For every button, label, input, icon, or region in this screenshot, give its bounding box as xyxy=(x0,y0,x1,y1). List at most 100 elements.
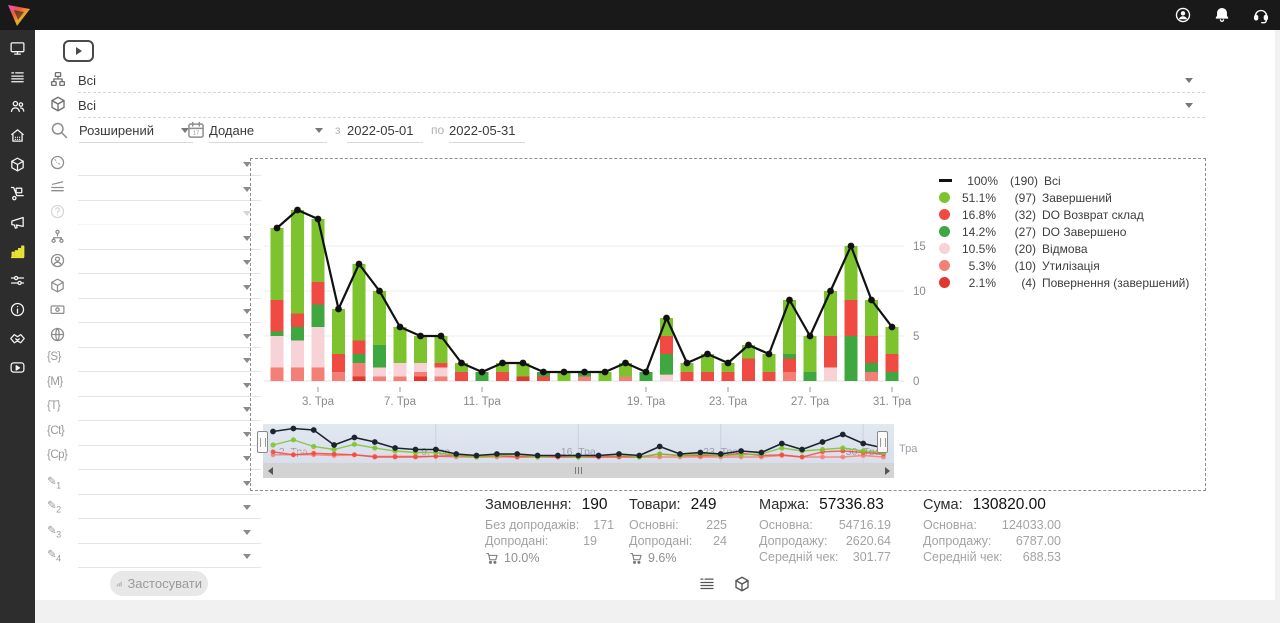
filter-row-help[interactable] xyxy=(50,200,261,225)
sidebar-item-dashboard[interactable] xyxy=(0,34,35,63)
custom-2-glyph: ✎2 xyxy=(47,500,61,515)
sidebar-item-partners[interactable] xyxy=(0,324,35,353)
legend-row[interactable]: 5.3% (10) Утилізація xyxy=(939,257,1199,274)
support-button[interactable] xyxy=(1252,6,1270,24)
filter-row-s-field[interactable]: {S} xyxy=(47,347,261,372)
bar-segment xyxy=(783,300,796,354)
bar-segment xyxy=(434,367,448,377)
filter-row-custom-3[interactable]: ✎3 xyxy=(47,519,261,544)
bar-segment xyxy=(352,376,366,381)
bar-segment xyxy=(291,340,304,368)
chevron-down-icon xyxy=(1185,78,1193,83)
apply-button[interactable]: Застосувати xyxy=(110,571,208,596)
legend-row[interactable]: 16.8% (32) DO Возврат склад xyxy=(939,206,1199,223)
sidebar-item-automation[interactable] xyxy=(0,266,35,295)
bar-segment xyxy=(701,372,714,381)
bar-segment xyxy=(721,363,735,372)
bar-segment xyxy=(885,327,899,354)
bar-segment xyxy=(414,363,427,372)
bar-segment xyxy=(639,372,653,381)
filter-row-custom-4[interactable]: ✎4 xyxy=(47,543,261,568)
stat-column: Маржа: 57336.83 Основна: 54716.19 Допродажу… xyxy=(759,496,891,566)
chevron-down-icon xyxy=(243,529,251,535)
product-filter-value: Всі xyxy=(78,97,97,113)
total-point xyxy=(396,323,404,331)
filter-row-site[interactable] xyxy=(50,323,261,348)
sidebar-item-marketing[interactable] xyxy=(0,208,35,237)
filter-row-custom-2[interactable]: ✎2 xyxy=(47,494,261,519)
sidebar-item-orders[interactable] xyxy=(0,63,35,92)
filter-row-payment[interactable] xyxy=(50,298,261,323)
bar-segment xyxy=(475,372,489,381)
nav-series-point xyxy=(799,454,805,460)
filter-row-structure[interactable] xyxy=(51,225,261,250)
scroll-right-arrow[interactable] xyxy=(880,463,894,478)
ct-field-glyph: {Ct} xyxy=(47,424,65,437)
sidebar-item-warehouse[interactable] xyxy=(0,121,35,150)
earth-icon xyxy=(49,154,66,171)
legend-row[interactable]: 2.1% (4) Повернення (завершений) xyxy=(939,274,1199,291)
orders-list-view-button[interactable] xyxy=(697,574,717,594)
brand-logo[interactable] xyxy=(5,1,33,29)
notifications-button[interactable] xyxy=(1213,6,1231,24)
chart-scrollbar[interactable] xyxy=(263,463,894,478)
video-tutorial-button[interactable] xyxy=(63,40,94,62)
bar-segment xyxy=(619,363,632,377)
sidebar-item-supply[interactable] xyxy=(0,179,35,208)
legend-count: (4) xyxy=(1021,275,1036,290)
profile-button[interactable] xyxy=(1174,6,1192,24)
bar-segment xyxy=(393,376,407,381)
sidebar-item-products[interactable] xyxy=(0,150,35,179)
bar-segment xyxy=(373,376,386,381)
filter-row-manager[interactable] xyxy=(50,249,261,274)
date-field-select[interactable]: Додане xyxy=(209,118,327,143)
legend-row[interactable]: 14.2% (27) DO Завершено xyxy=(939,223,1199,240)
filter-row-t-field[interactable]: {T} xyxy=(47,396,261,421)
total-point xyxy=(519,359,527,367)
total-point xyxy=(765,350,773,358)
filter-row-cp-field[interactable]: {Cp} xyxy=(47,445,261,470)
orders-by-day-chart[interactable]: 0 5 10 15 3. Тра 7. Тра 11. Тра 19. Тра 23. Тра 2… xyxy=(256,161,956,413)
nav-series-point xyxy=(270,442,276,448)
x-axis-label: 27. Тра xyxy=(791,396,830,408)
legend-row[interactable]: 100% (190) Всі xyxy=(939,172,1199,189)
scrollbar-grip[interactable] xyxy=(574,467,583,474)
search-mode-select[interactable]: Розширений xyxy=(79,118,193,143)
filter-row-custom-1[interactable]: ✎1 xyxy=(47,470,261,495)
products-view-button[interactable] xyxy=(732,574,752,594)
stat-upsell-rate: 9.6% xyxy=(629,550,727,566)
bar-segment xyxy=(352,363,366,377)
bar-segment xyxy=(516,363,530,377)
filter-row-ruler[interactable] xyxy=(51,176,261,201)
stat-value: 249 xyxy=(690,496,717,513)
stat-title: Сума: 130820.00 xyxy=(923,496,1046,513)
bar-segment xyxy=(352,340,366,354)
bar-segment xyxy=(701,354,714,372)
stat-subrow: Основна: 54716.19 xyxy=(759,518,891,532)
chart-navigator[interactable]: 2. Тра 9. Тра 16. Тра 23. Тра 30. Тра xyxy=(263,424,894,463)
status-group-select[interactable]: Всі xyxy=(50,68,1205,93)
nav-series-point xyxy=(372,445,378,451)
total-point xyxy=(622,359,629,367)
x-axis-label: 23. Тра xyxy=(709,396,748,408)
sidebar-item-clients[interactable] xyxy=(0,92,35,121)
filter-row-ct-field[interactable]: {Ct} xyxy=(47,421,261,446)
product-filter-select[interactable]: Всі xyxy=(51,93,1205,118)
legend-row[interactable]: 51.1% (97) Завершений xyxy=(939,189,1199,206)
sidebar-item-analytics[interactable] xyxy=(0,237,35,266)
date-to-input[interactable]: 2022-05-31 xyxy=(449,118,525,143)
sidebar-item-info[interactable] xyxy=(0,295,35,324)
scroll-left-arrow[interactable] xyxy=(263,463,277,478)
filter-row-m-field[interactable]: {M} xyxy=(47,372,261,397)
navigator-right-handle[interactable] xyxy=(877,431,888,453)
cp-field-glyph: {Cp} xyxy=(47,449,68,461)
navigator-left-handle[interactable] xyxy=(257,431,268,453)
sidebar-item-tutorials[interactable] xyxy=(0,353,35,382)
date-from-input[interactable]: 2022-05-01 xyxy=(347,118,423,143)
filter-row-earth[interactable] xyxy=(50,151,261,176)
legend-row[interactable]: 10.5% (20) Відмова xyxy=(939,240,1199,257)
cart-icon xyxy=(485,551,499,565)
filter-row-product[interactable] xyxy=(51,274,261,299)
date-from-label: з xyxy=(335,123,341,137)
nav-total-point xyxy=(677,451,683,457)
